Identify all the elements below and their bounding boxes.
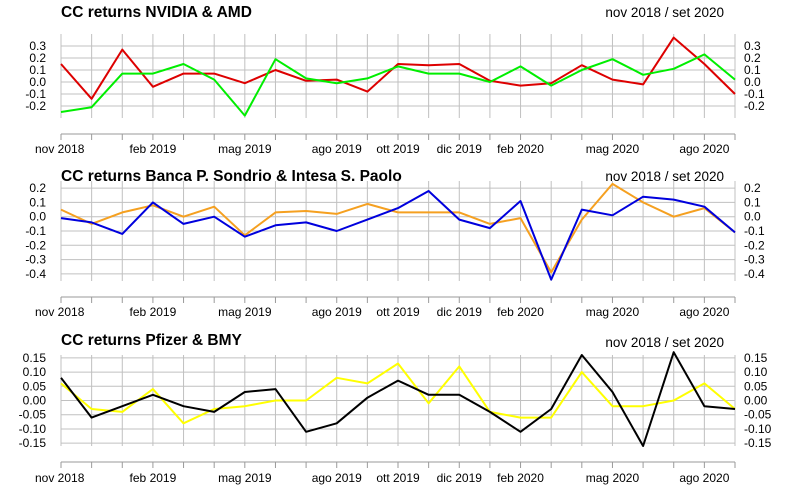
x-tick-label: ott 2019 [376,471,420,485]
x-tick-label: mag 2020 [586,305,640,319]
x-tick-label: feb 2020 [497,471,544,485]
y-tick-label-left: 0.2 [29,181,46,195]
y-tick-label-left: 0.1 [29,195,46,209]
y-tick-label-right: -0.10 [744,422,772,436]
y-tick-label-right: -0.15 [744,436,772,450]
series-line-2 [60,53,736,117]
x-tick-label: mag 2019 [218,142,272,156]
x-tick-label: mag 2019 [218,471,272,485]
y-tick-label-left: -0.1 [25,87,46,101]
x-tick-label: mag 2020 [586,471,640,485]
x-tick-label: mag 2020 [586,142,640,156]
series-line-2 [60,190,736,281]
y-tick-label-left: -0.2 [25,238,46,252]
y-tick-label-right: 0.0 [744,75,761,89]
x-tick-label: feb 2019 [130,142,177,156]
panel-title: CC returns Banca P. Sondrio & Intesa S. … [61,168,402,185]
chart-panel-1: 0.3 0.30.2 0.20.1 0.10.0 0.0-0.1 -0.1-0.2 -0.2… [25,4,765,156]
x-tick-label: nov 2018 [35,142,85,156]
y-tick-label-left: -0.4 [25,267,46,281]
y-tick-label-left: 0.1 [29,63,46,77]
x-tick-label: feb 2019 [130,305,177,319]
y-tick-label-right: -0.3 [744,253,765,267]
y-tick-label-right: -0.2 [744,238,765,252]
x-tick-label: ago 2019 [312,471,362,485]
y-tick-label-left: -0.15 [19,436,47,450]
panel-date-range: nov 2018 / set 2020 [605,335,724,350]
x-tick-label: dic 2019 [437,142,483,156]
y-tick-label-right: 0.1 [744,63,761,77]
series-line-2 [60,351,736,447]
y-tick-label-left: 0.00 [23,394,47,408]
y-tick-label-left: 0.10 [23,365,47,379]
series-line-1 [60,182,736,274]
y-tick-label-right: 0.2 [744,181,761,195]
y-tick-label-left: -0.3 [25,253,46,267]
y-tick-label-left: 0.05 [23,379,47,393]
chart-panel-2: 0.2 0.20.1 0.10.0 0.0-0.1 -0.1-0.2 -0.2-0.3 -0… [25,168,765,319]
y-tick-label-right: -0.4 [744,267,765,281]
y-tick-label-left: -0.10 [19,422,47,436]
x-tick-label: ott 2019 [376,142,420,156]
y-tick-label-right: 0.1 [744,195,761,209]
x-tick-label: nov 2018 [35,305,85,319]
x-tick-label: mag 2019 [218,305,272,319]
series-line-1 [60,362,736,425]
y-tick-label-left: 0.2 [29,51,46,65]
y-tick-label-left: 0.3 [29,39,46,53]
x-tick-label: feb 2020 [497,305,544,319]
y-tick-label-right: 0.15 [744,351,768,365]
y-tick-label-right: 0.00 [744,394,768,408]
x-tick-label: ago 2020 [679,305,729,319]
y-tick-label-right: -0.1 [744,87,765,101]
x-tick-label: ago 2019 [312,142,362,156]
y-tick-label-left: 0.0 [29,75,46,89]
panel-title: CC returns Pfizer & BMY [61,332,243,349]
y-tick-label-right: -0.05 [744,408,772,422]
panel-date-range: nov 2018 / set 2020 [605,5,724,20]
y-tick-label-left: 0.15 [23,351,47,365]
chart-panel-3: 0.15 0.150.10 0.100.05 0.050.00 0.00-0.05 -0.… [19,332,772,485]
x-tick-label: feb 2020 [497,142,544,156]
x-tick-label: ago 2019 [312,305,362,319]
y-tick-label-right: -0.1 [744,224,765,238]
y-tick-label-right: -0.2 [744,99,765,113]
y-tick-label-right: 0.2 [744,51,761,65]
y-tick-label-left: -0.1 [25,224,46,238]
x-tick-label: nov 2018 [35,471,85,485]
series-line-1 [60,36,736,100]
y-tick-label-left: -0.05 [19,408,47,422]
panel-title: CC returns NVIDIA & AMD [61,4,252,21]
x-tick-label: dic 2019 [437,305,483,319]
y-tick-label-right: 0.0 [744,210,761,224]
x-tick-label: feb 2019 [130,471,177,485]
y-tick-label-left: 0.0 [29,210,46,224]
x-tick-label: ago 2020 [679,142,729,156]
x-tick-label: ago 2020 [679,471,729,485]
x-tick-label: dic 2019 [437,471,483,485]
y-tick-label-right: 0.10 [744,365,768,379]
panel-date-range: nov 2018 / set 2020 [605,169,724,184]
y-tick-label-left: -0.2 [25,99,46,113]
x-tick-label: ott 2019 [376,305,420,319]
y-tick-label-right: 0.05 [744,379,768,393]
y-tick-label-right: 0.3 [744,39,761,53]
